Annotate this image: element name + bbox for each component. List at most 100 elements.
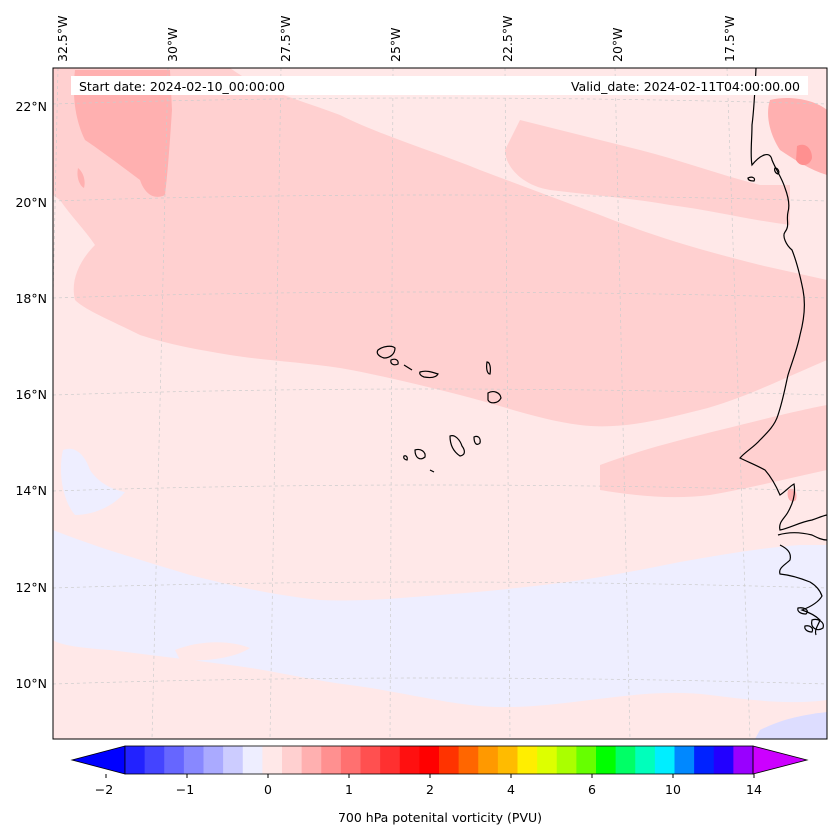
coastlines <box>376 68 827 636</box>
colorbar-segment <box>223 746 244 774</box>
pv-patch-nw-small <box>77 168 85 188</box>
lon-label: 30°W <box>165 27 180 62</box>
map-frame <box>52 67 828 740</box>
lon-gridline <box>726 68 751 739</box>
info-box <box>71 76 808 95</box>
lon-label: 25°W <box>388 27 403 62</box>
colorbar-segment <box>419 746 440 774</box>
lat-label: 12°N <box>15 580 47 595</box>
colorbar-segment <box>399 746 420 774</box>
coastal-island <box>747 176 756 182</box>
coastal-island <box>797 607 808 615</box>
pv-patch-ne-core <box>796 144 812 166</box>
colorbar-segment <box>596 746 617 774</box>
pv-band-main <box>53 68 827 427</box>
pv-low-west <box>60 448 125 515</box>
pv-patch-ne <box>768 98 827 175</box>
colorbar-tick-label: 6 <box>588 782 596 797</box>
lat-gridline <box>53 97 827 105</box>
colorbar-segment <box>654 746 676 774</box>
lat-label: 16°N <box>15 387 47 402</box>
colorbar-segment <box>321 746 342 774</box>
island-santiago <box>449 435 465 457</box>
africa-coast-south <box>779 544 823 636</box>
longitude-labels: 32.5°W 30°W 27.5°W 25°W 22.5°W 20°W 17.5… <box>55 16 737 62</box>
island-sao-vicente <box>390 358 399 366</box>
island-sao-nicolau <box>419 370 439 379</box>
lat-label: 10°N <box>15 676 47 691</box>
colorbar-segment <box>635 746 656 774</box>
island-brava <box>403 455 408 461</box>
colorbar-segment <box>301 746 322 774</box>
coastal-island <box>774 167 780 175</box>
lon-gridline <box>614 68 631 739</box>
lon-gridline <box>389 68 394 739</box>
lat-gridline <box>53 194 827 202</box>
colorbar-segment <box>282 746 303 774</box>
island-sal <box>486 361 491 375</box>
colorbar-segment <box>340 746 362 774</box>
colorbar-segment <box>556 746 577 774</box>
colorbar-segment <box>694 746 715 774</box>
colorbar-segment <box>713 746 734 774</box>
colorbar-frame <box>124 745 754 775</box>
lon-label: 22.5°W <box>500 16 515 62</box>
colorbar-tick-label: 2 <box>426 782 434 797</box>
colorbar-segment <box>183 746 205 774</box>
colorbar-segment <box>380 746 401 774</box>
pv-low-se <box>755 712 827 739</box>
island-santo-antao <box>376 345 396 359</box>
lat-label: 18°N <box>15 291 47 306</box>
colorbar-segment <box>615 746 636 774</box>
lat-gridline <box>53 388 827 396</box>
island-santa-luzia <box>403 364 413 371</box>
colorbar-tick-label: −2 <box>95 782 113 797</box>
colorbar-segment <box>439 746 460 774</box>
lat-gridline <box>53 484 827 492</box>
colorbar-tick-label: 1 <box>345 782 353 797</box>
lat-label: 14°N <box>15 483 47 498</box>
coastal-island <box>811 618 824 631</box>
lon-gridline <box>53 68 59 301</box>
lon-label: 32.5°W <box>55 16 70 62</box>
colorbar-segment <box>733 746 754 774</box>
gambia-coast <box>777 532 827 541</box>
pv-band-upper <box>505 120 790 225</box>
lon-gridline <box>151 68 169 739</box>
pv-low-region <box>53 530 827 708</box>
lon-gridline <box>269 68 282 739</box>
colorbar-segment <box>203 746 224 774</box>
colorbar-segment <box>674 746 695 774</box>
lon-label: 17.5°W <box>722 16 737 62</box>
colorbar-segment <box>517 746 538 774</box>
colorbar-segment <box>497 746 519 774</box>
colorbar-tick-label: 4 <box>507 782 515 797</box>
pv-patch-sw <box>175 642 250 661</box>
colorbar-tick-label: 0 <box>264 782 272 797</box>
colorbar-segment <box>125 746 146 774</box>
colorbar-segment <box>576 746 597 774</box>
colorbar-segment <box>360 746 381 774</box>
colorbar: −2 −1 0 1 2 4 6 10 14 700 hPa potenital … <box>70 745 809 825</box>
coastal-island <box>804 625 814 633</box>
lat-gridline <box>53 581 827 589</box>
colorbar-segment <box>242 746 263 774</box>
colorbar-tick-label: −1 <box>176 782 194 797</box>
colorbar-ticks <box>105 774 755 778</box>
colorbar-segment <box>144 746 165 774</box>
lat-label: 20°N <box>15 195 47 210</box>
colorbar-extend-max <box>752 745 809 775</box>
lat-gridline <box>53 677 827 685</box>
gridlines <box>53 68 827 739</box>
pv-band-lower <box>600 405 827 498</box>
colorbar-segment <box>458 746 479 774</box>
lon-label: 27.5°W <box>278 16 293 62</box>
start-date-text: Start date: 2024-02-10_00:00:00 <box>79 79 285 94</box>
island-boa-vista <box>487 391 502 404</box>
lon-gridline <box>504 68 511 739</box>
map-field <box>53 68 827 739</box>
island-small <box>429 469 435 473</box>
colorbar-segments <box>70 745 809 775</box>
island-maio <box>473 435 481 445</box>
